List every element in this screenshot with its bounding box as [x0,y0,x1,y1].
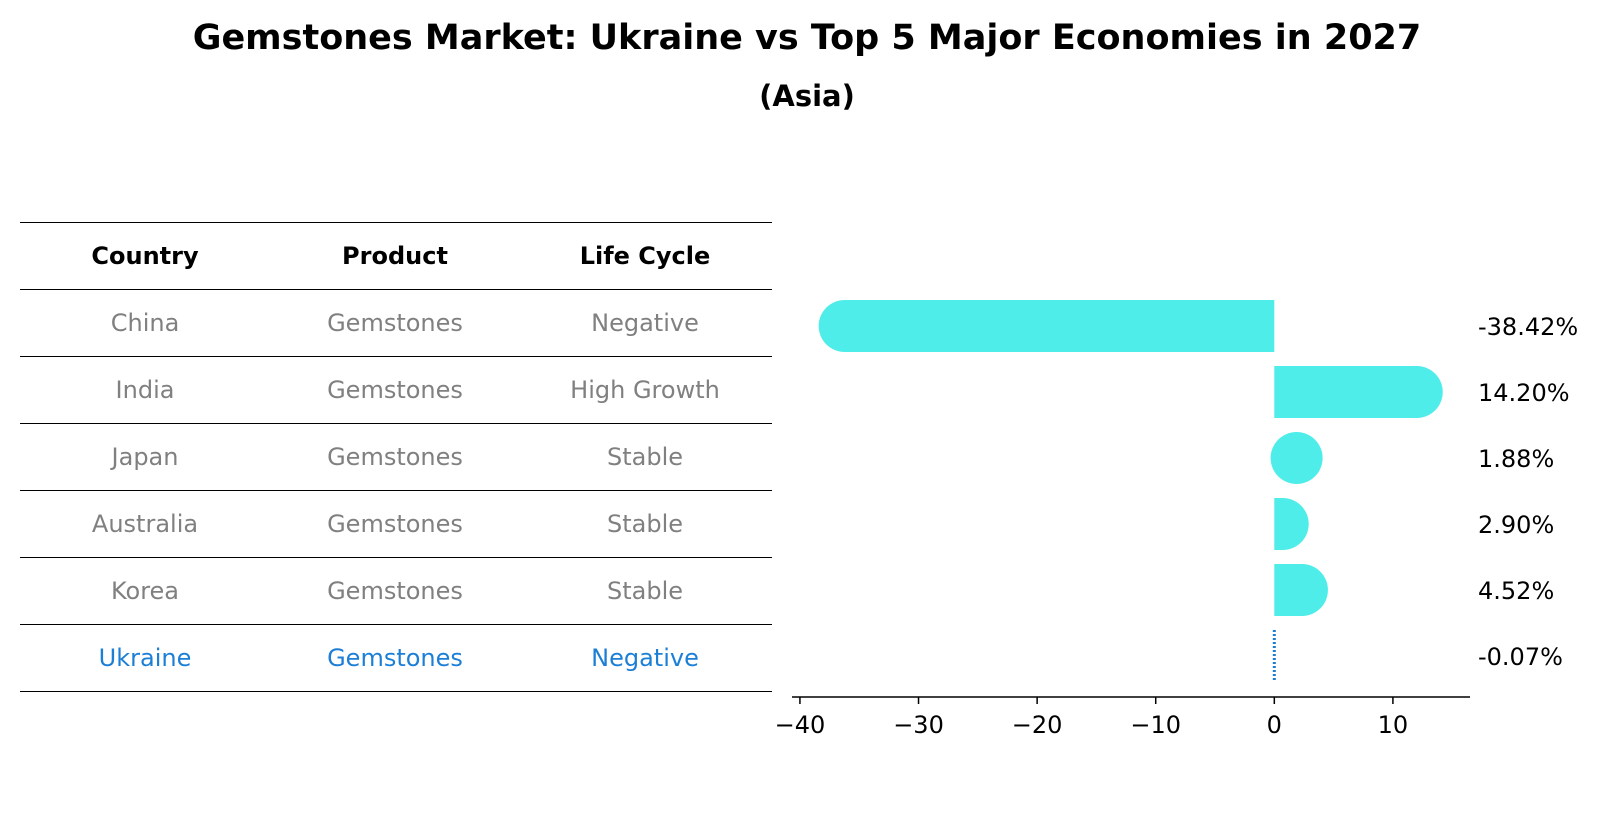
cell-product: Gemstones [327,309,463,337]
cell-product: Gemstones [327,577,463,605]
table-row: India Gemstones High Growth [20,356,772,423]
cell-life-cycle: Stable [606,510,684,538]
table-row: Australia Gemstones Stable [20,490,772,557]
chart-title: Gemstones Market: Ukraine vs Top 5 Major… [192,18,1422,58]
cell-product: Gemstones [327,376,463,404]
cell-life-cycle: Negative [591,309,699,337]
header-country: Country [91,242,199,270]
x-tick-label: −30 [893,711,944,739]
country-table: Country Product Life Cycle China Gemston… [20,222,772,692]
table-row: China Gemstones Negative [20,289,772,356]
bar-india [1274,366,1443,418]
x-tick-label: −40 [775,711,826,739]
cell-product: Gemstones [327,443,463,471]
value-label: 14.20% [1478,379,1570,407]
value-label: -38.42% [1478,313,1578,341]
header-product: Product [342,242,448,270]
bar-china [818,300,1275,352]
value-label: 2.90% [1478,511,1554,539]
value-label: -0.07% [1478,643,1563,671]
cell-country: Ukraine [98,644,192,672]
header-life-cycle: Life Cycle [579,242,711,270]
table-row-highlighted: Ukraine Gemstones Negative [20,624,772,692]
cell-life-cycle: High Growth [570,376,720,404]
cell-country: Australia [91,510,199,538]
table-row: Japan Gemstones Stable [20,423,772,490]
bar-australia [1274,498,1309,550]
x-tick-label: 0 [1267,711,1282,739]
cell-life-cycle: Stable [606,577,684,605]
x-tick-label: 10 [1378,711,1409,739]
x-tick-label: −20 [1012,711,1063,739]
cell-life-cycle: Stable [606,443,684,471]
x-tick-label: −10 [1130,711,1181,739]
cell-country: Japan [111,443,179,471]
cell-country: China [110,309,180,337]
table-row: Korea Gemstones Stable [20,557,772,624]
bar-korea [1274,564,1328,616]
chart-subtitle: (Asia) [759,79,855,113]
cell-life-cycle: Negative [591,644,699,672]
value-label: 4.52% [1478,577,1554,605]
cell-product: Gemstones [327,510,463,538]
table-header-row: Country Product Life Cycle [20,222,772,289]
value-label: 1.88% [1478,445,1554,473]
bar-cap-japan [1270,432,1323,484]
cell-product: Gemstones [327,644,463,672]
cell-country: Korea [110,577,180,605]
cell-country: India [115,376,175,404]
